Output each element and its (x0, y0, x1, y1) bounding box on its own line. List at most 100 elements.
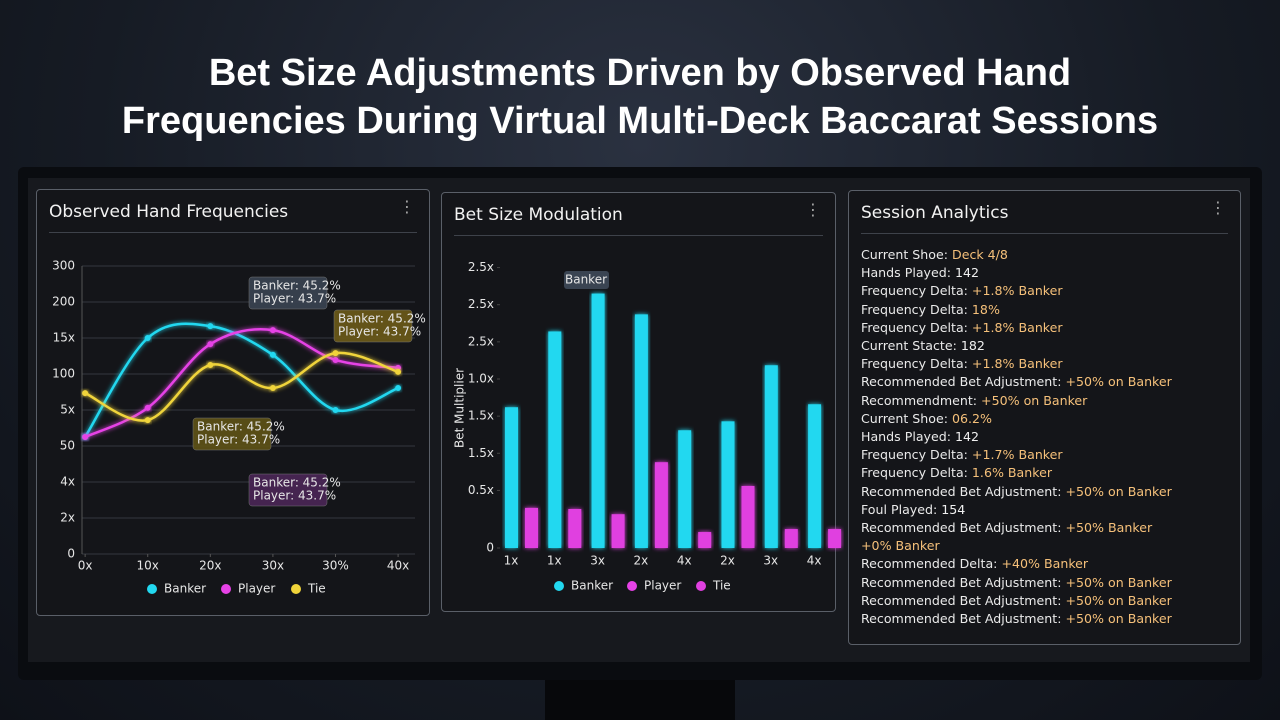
x-tick-label: 3x (590, 554, 605, 568)
tooltip-text: Banker: 45.2% (253, 476, 341, 490)
data-point (395, 368, 402, 375)
line-label: Recommended Bet Adjustment: (861, 611, 1062, 627)
line-label: Current Shoe: (861, 410, 948, 426)
y-axis-label: Bet Multiplier (453, 368, 467, 448)
x-tick-label: 40x (387, 559, 409, 573)
legend-swatch (221, 584, 231, 594)
analytics-line: Current Stacte: 182 (861, 337, 1172, 355)
analytics-line: Frequency Delta: 1.6% Banker (861, 464, 1172, 482)
data-point (144, 417, 151, 424)
analytics-line: Current Shoe: 06.2% (861, 410, 1172, 428)
data-point (144, 404, 151, 411)
tooltip (248, 473, 328, 507)
bar (678, 430, 692, 548)
y-tick-label: 2.5x (468, 297, 494, 311)
y-tick-label: 200 (52, 295, 75, 309)
x-tick-label: 0x (78, 559, 93, 573)
analytics-line: Recommendment: +50% on Banker (861, 392, 1172, 410)
line-value: +50% on Banker (1065, 611, 1172, 627)
data-point (332, 350, 339, 357)
analytics-line: Hands Played: 142 (861, 264, 1172, 282)
legend-swatch (291, 584, 301, 594)
y-tick-label: 50 (60, 439, 75, 453)
analytics-line: Recommended Bet Adjustment: +50% on Bank… (861, 373, 1172, 391)
data-point (332, 356, 339, 363)
tooltip-text: Banker: 45.2% (253, 279, 341, 293)
tooltip (564, 271, 609, 289)
legend-label: Banker (164, 582, 206, 596)
tooltip-text: Player: 43.7% (253, 489, 336, 503)
analytics-line: Foul Played: 154 (861, 501, 1172, 519)
bar (741, 485, 755, 548)
y-tick-label: 300 (52, 259, 75, 273)
bar (698, 532, 712, 548)
bar (784, 529, 798, 548)
analytics-line: Frequency Delta: +1.8% Banker (861, 355, 1172, 373)
x-tick-label: 10x (137, 559, 159, 573)
legend-swatch (627, 581, 637, 591)
y-tick-label: 0 (67, 547, 75, 561)
analytics-panel: Session Analytics ⋮ Current Shoe: Deck 4… (848, 190, 1241, 645)
line-value: +1.8% Banker (971, 356, 1063, 372)
line-value: Deck 4/8 (952, 247, 1008, 262)
series-line (84, 351, 399, 422)
panel-title: Observed Hand Frequencies (49, 202, 289, 222)
legend-label: Tie (712, 579, 731, 593)
analytics-line: Hands Played: 142 (861, 428, 1172, 446)
line-value: 06.2% (952, 410, 993, 426)
analytics-line: Frequency Delta: +1.8% Banker (861, 282, 1172, 300)
line-label: Current Shoe: (861, 247, 948, 262)
y-tick-label: 2.5x (468, 260, 494, 274)
line-value: +1.7% Banker (971, 447, 1063, 463)
x-tick-label: 2x (634, 554, 649, 568)
y-tick-label: 1.5x (468, 409, 494, 423)
bar (808, 404, 822, 548)
page-title: Bet Size Adjustments Driven by Observed … (208, 52, 1072, 94)
tooltip (192, 417, 272, 451)
x-tick-label: 20x (199, 559, 221, 573)
bar (505, 407, 518, 548)
bar (591, 293, 605, 548)
tooltip-text: Player: 43.7% (338, 325, 421, 339)
line-value: 18% (971, 301, 1000, 317)
analytics-line: Frequency Delta: +1.8% Banker (861, 319, 1172, 337)
data-point (207, 362, 214, 368)
bar (634, 314, 648, 548)
legend-label: Tie (307, 582, 326, 596)
line-value: +50% on Banker (1065, 574, 1172, 590)
bar (568, 509, 582, 548)
line-label: Frequency Delta: (861, 447, 968, 463)
line-value: +50% on Banker (1065, 374, 1172, 390)
line-label: Recommended Delta: (861, 556, 998, 572)
analytics-line: Recommended Bet Adjustment: +50% on Bank… (861, 592, 1172, 610)
line-label: Current Stacte: (861, 338, 957, 354)
data-point (207, 341, 214, 348)
line-value: +0% Banker (861, 538, 940, 554)
tooltip-text: Banker (565, 273, 607, 287)
analytics-line: Current Shoe: Deck 4/8 (861, 246, 1172, 264)
y-tick-label: 2.5x (468, 334, 494, 348)
line-value: 182 (960, 338, 985, 354)
y-tick-label: 0 (486, 541, 494, 555)
y-tick-label: 5x (60, 403, 75, 417)
y-tick-label: 0.5x (468, 483, 494, 497)
line-value: +50% on Banker (1065, 483, 1172, 499)
analytics-line: +0% Banker (861, 537, 1172, 555)
y-tick-label: 2x (60, 511, 75, 525)
data-point (82, 390, 89, 397)
monitor-stand (545, 680, 735, 720)
x-tick-label: 1x (504, 554, 519, 568)
x-tick-label: 2x (720, 554, 735, 568)
line-value: 154 (941, 501, 966, 517)
data-point (269, 385, 276, 392)
bar (611, 514, 625, 548)
panel-title: Session Analytics (861, 203, 1009, 223)
bar (721, 421, 735, 548)
legend-label: Player (238, 582, 275, 596)
y-tick-label: 1.5x (468, 446, 494, 460)
line-value: 142 (955, 265, 980, 281)
legend-swatch (147, 584, 157, 594)
tooltip-text: Banker: 45.2% (338, 312, 426, 326)
